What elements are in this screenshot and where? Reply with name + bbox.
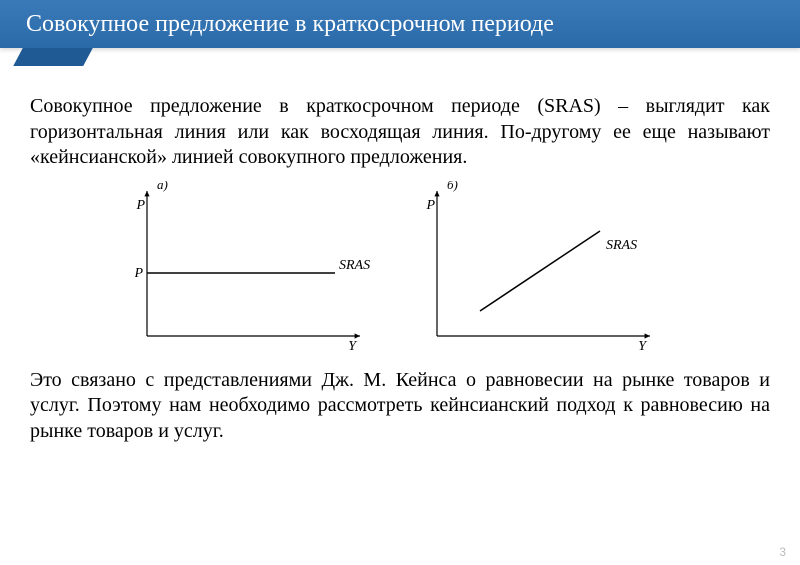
- chart-a-svg: а) P P Y SRAS: [135, 181, 375, 351]
- svg-text:P: P: [135, 266, 143, 281]
- svg-text:SRAS: SRAS: [339, 258, 370, 273]
- slide-title: Совокупное предложение в краткосрочном п…: [26, 11, 554, 38]
- chart-b: б) P Y SRAS: [425, 181, 665, 356]
- paragraph-conclusion: Это связано с представлениями Дж. М. Кей…: [30, 368, 770, 445]
- slide-content: Совокупное предложение в краткосрочном п…: [0, 48, 800, 445]
- page-number: 3: [779, 545, 786, 559]
- chart-b-svg: б) P Y SRAS: [425, 181, 665, 351]
- chart-a: а) P P Y SRAS: [135, 181, 375, 356]
- header-accent-shape: [13, 48, 93, 66]
- paragraph-intro: Совокупное предложение в краткосрочном п…: [30, 94, 770, 171]
- svg-text:Y: Y: [638, 339, 648, 351]
- svg-text:P: P: [425, 198, 435, 213]
- svg-text:б): б): [447, 181, 458, 192]
- svg-text:SRAS: SRAS: [606, 238, 637, 253]
- charts-container: а) P P Y SRAS б) P Y SRAS: [30, 181, 770, 356]
- svg-text:а): а): [157, 181, 168, 192]
- svg-text:Y: Y: [348, 339, 358, 351]
- svg-text:P: P: [135, 198, 145, 213]
- slide-header: Совокупное предложение в краткосрочном п…: [0, 0, 800, 48]
